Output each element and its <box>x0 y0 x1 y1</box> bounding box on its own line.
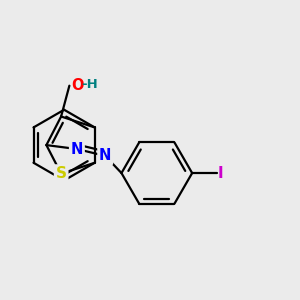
Text: -H: -H <box>81 78 98 91</box>
Text: O: O <box>71 78 84 93</box>
Text: I: I <box>218 166 224 181</box>
Text: N: N <box>99 148 112 164</box>
Text: N: N <box>70 142 83 157</box>
Text: N: N <box>70 142 83 157</box>
Text: N: N <box>99 148 112 164</box>
Text: S: S <box>56 166 67 181</box>
Text: S: S <box>56 166 67 181</box>
